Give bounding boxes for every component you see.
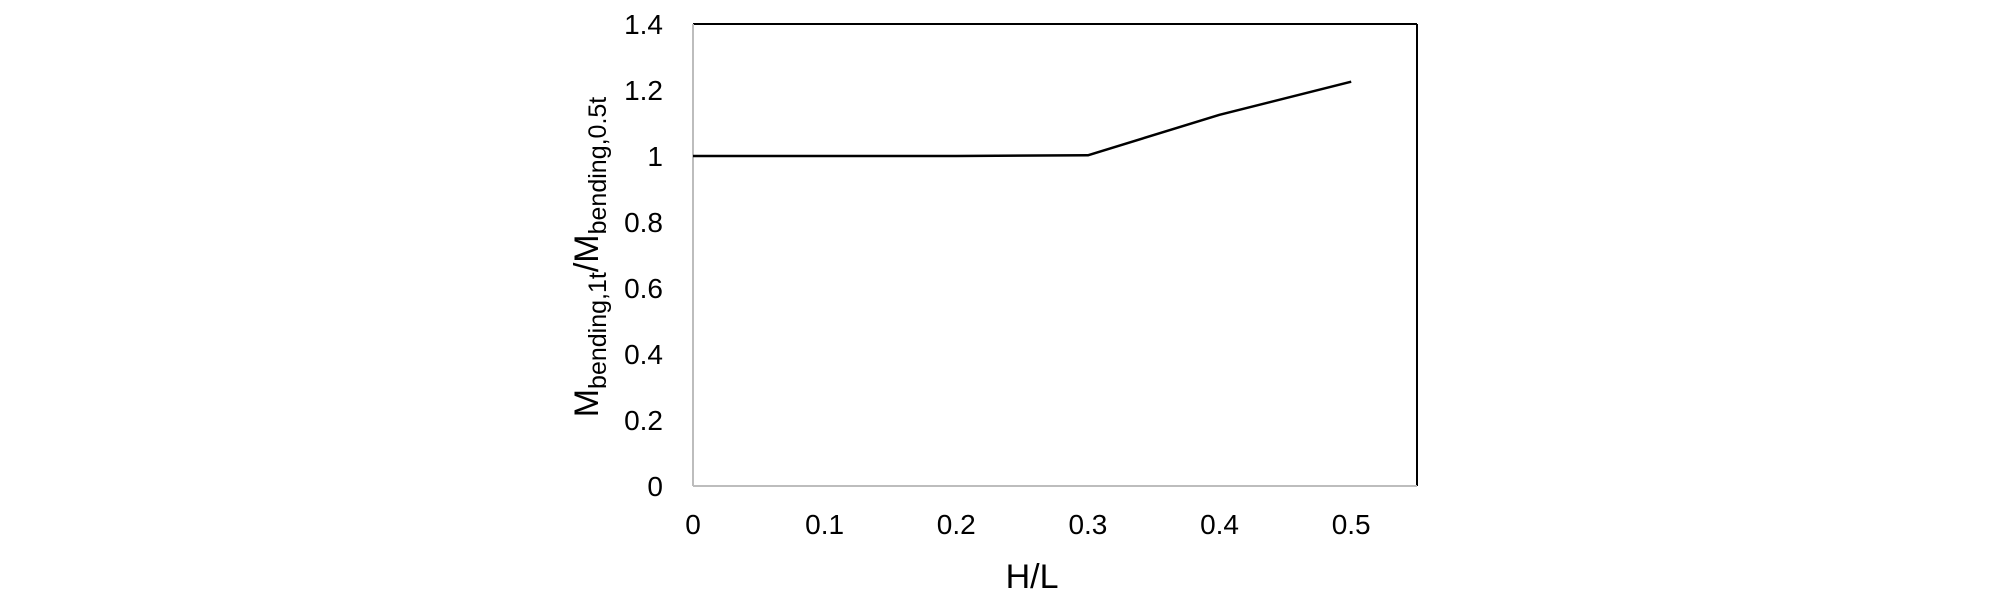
x-tick-label: 0 xyxy=(685,509,701,540)
y-tick-label: 1 xyxy=(647,141,663,172)
x-tick-label: 0.1 xyxy=(805,509,844,540)
y-axis-title-prefix: M xyxy=(568,389,606,417)
y-tick-label: 0.6 xyxy=(624,273,663,304)
x-axis-title: H/L xyxy=(1006,558,1059,596)
x-tick-label: 0.4 xyxy=(1200,509,1239,540)
series-layer xyxy=(693,80,1352,158)
y-axis-ticks: 0 0.2 0.4 0.6 0.8 1 1.2 1.4 xyxy=(624,9,663,502)
y-axis-title-sub2: bending,0.5t xyxy=(584,97,612,235)
x-tick-label: 0.2 xyxy=(937,509,976,540)
y-tick-label: 0.2 xyxy=(624,405,663,436)
y-axis-title-mid: /M xyxy=(568,234,606,272)
y-axis-title-sub1: bending,1t xyxy=(584,272,612,389)
y-tick-label: 1.2 xyxy=(624,75,663,106)
series-line-1 xyxy=(693,80,1352,158)
y-tick-label: 0.8 xyxy=(624,207,663,238)
y-axis-title: Mbending,1t/Mbending,0.5t xyxy=(568,97,612,418)
y-tick-label: 1.4 xyxy=(624,9,663,40)
plot-frame xyxy=(692,23,1418,487)
y-tick-label: 0.4 xyxy=(624,339,663,370)
x-axis-ticks: 0 0.1 0.2 0.3 0.4 0.5 xyxy=(685,509,1370,540)
y-tick-label: 0 xyxy=(647,471,663,502)
x-tick-label: 0.3 xyxy=(1068,509,1107,540)
x-tick-label: 0.5 xyxy=(1332,509,1371,540)
